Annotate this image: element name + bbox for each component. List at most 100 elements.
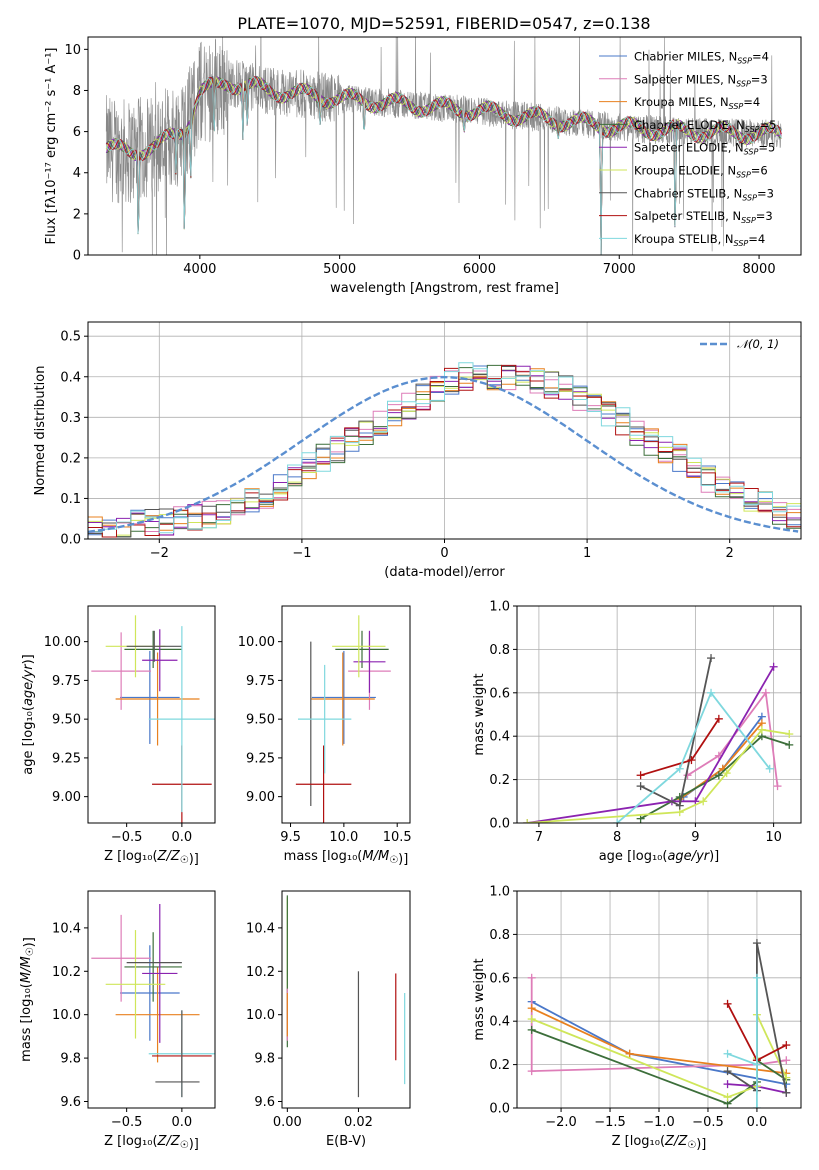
label-part: Z xyxy=(170,1134,181,1149)
x-tick-label: −0.5 xyxy=(692,1115,724,1130)
x-axis-label: Z [log₁₀(Z/Z☉)] xyxy=(612,1134,707,1152)
y-tick-label: 10.0 xyxy=(246,1008,275,1023)
plot-area xyxy=(295,615,391,823)
x-tick-label: 10.5 xyxy=(383,830,412,845)
panel-mass-vs-ebv: 0.00 0.02 9.6 9.8 10.0 10.2 10.4 E(B-V) xyxy=(246,890,411,1149)
label-part: / xyxy=(373,849,380,864)
legend-part: Salpeter MILES, N xyxy=(634,72,736,86)
x-tick-label: −0.5 xyxy=(111,1115,143,1130)
plot-area xyxy=(517,891,801,1108)
x-tick-label: −2 xyxy=(150,546,169,561)
axes-frame xyxy=(87,890,216,1109)
legend-label: Chabrier STELIB, NSSP=3 xyxy=(634,186,774,202)
label-part: Z [log₁₀( xyxy=(612,1134,665,1149)
x-tick-label: 0.0 xyxy=(172,1115,193,1130)
y-tick-label: 9.6 xyxy=(254,1095,275,1110)
legend-label: Chabrier ELODIE, NSSP=5 xyxy=(634,118,776,134)
x-tick-label: 8000 xyxy=(743,262,776,277)
x-tick-label: −1 xyxy=(292,546,311,561)
legend-part: Kroupa MILES, N xyxy=(634,95,729,109)
y-tick-label: 0.2 xyxy=(489,773,510,788)
legend-part: Salpeter ELODIE, N xyxy=(634,141,744,155)
y-tick-label: 10 xyxy=(64,43,81,58)
spectrum-model-salpeter-stelib xyxy=(106,76,782,255)
spectrum-data-line xyxy=(105,37,782,255)
legend-part: SSP xyxy=(736,79,751,88)
y-tick-label: 0.5 xyxy=(60,330,81,345)
label-part: ☉ xyxy=(25,947,36,956)
y-tick-label: 9.75 xyxy=(52,674,81,689)
series-line-kroupa-stelib xyxy=(727,977,758,1108)
legend-part: =5 xyxy=(760,118,777,132)
normal-curve xyxy=(88,376,799,534)
legend-label: Kroupa STELIB, NSSP=4 xyxy=(634,232,765,248)
label-part: M xyxy=(19,956,34,967)
x-tick-label: 6000 xyxy=(463,262,496,277)
x-tick-label: 7000 xyxy=(603,262,636,277)
x-tick-label: 4000 xyxy=(183,262,216,277)
x-axis-label: Z [log₁₀(Z/Z☉)] xyxy=(104,849,199,867)
y-axis-label: mass [log₁₀(M/M☉)] xyxy=(19,937,37,1062)
y-axis-label: mass weight xyxy=(472,673,487,755)
label-part: age xyxy=(667,849,691,864)
y-tick-label: 0.0 xyxy=(60,533,81,548)
label-part: mass [log₁₀( xyxy=(284,849,363,864)
series-line-chabrier-elodie xyxy=(640,735,790,820)
y-tick-label: 0.8 xyxy=(489,928,510,943)
label-part: / xyxy=(165,849,172,864)
panel-residuals: −2 −1 0 1 2 0.0 0.1 0.2 0.3 0.4 0.5 (data-model)/er… xyxy=(33,321,802,580)
y-tick-label: 2 xyxy=(73,207,81,222)
y-tick-label: 10.0 xyxy=(52,1008,81,1023)
y-tick-label: 10.00 xyxy=(44,635,81,650)
legend-part: SSP xyxy=(744,148,759,157)
y-tick-label: 9.00 xyxy=(246,790,275,805)
label-part: M xyxy=(362,849,373,864)
legend-label: Salpeter MILES, NSSP=3 xyxy=(634,72,768,88)
legend-label: Kroupa ELODIE, NSSP=6 xyxy=(634,164,768,180)
label-part: )] xyxy=(709,849,719,864)
x-tick-label: 0.0 xyxy=(747,1115,768,1130)
label-part: Z xyxy=(157,1134,168,1149)
x-tick-label: 1 xyxy=(583,546,591,561)
series-line-kroupa-elodie xyxy=(527,728,790,823)
axes-frame xyxy=(516,605,802,824)
y-axis-label: age [log₁₀(age/yr)] xyxy=(21,654,36,775)
label-part: / xyxy=(19,966,34,973)
label-part: M xyxy=(19,972,34,983)
y-tick-label: 9.00 xyxy=(52,790,81,805)
x-tick-label: 9 xyxy=(691,830,699,845)
y-tick-label: 9.6 xyxy=(60,1095,81,1110)
legend-label: Salpeter ELODIE, NSSP=5 xyxy=(634,141,775,157)
y-tick-label: 6 xyxy=(73,125,81,140)
label-part: ☉ xyxy=(180,855,189,866)
y-tick-label: 0.2 xyxy=(60,451,81,466)
x-tick-label: 0.00 xyxy=(273,1115,302,1130)
y-tick-label: 10.2 xyxy=(52,965,81,980)
y-tick-label: 0.4 xyxy=(489,1015,510,1030)
panel-spectrum: 4000 5000 6000 7000 8000 0 2 4 6 8 10 wavelength [A… xyxy=(44,36,802,296)
y-tick-label: 0.0 xyxy=(489,1102,510,1117)
legend-part: SSP xyxy=(737,57,752,66)
legend-part: Kroupa STELIB, N xyxy=(634,232,734,246)
y-tick-label: 0.4 xyxy=(60,370,81,385)
label-part: Z [log₁₀( xyxy=(104,1134,157,1149)
plot-area xyxy=(105,37,782,255)
legend-part: =5 xyxy=(758,141,775,155)
legend-part: SSP xyxy=(741,216,756,225)
axes-frame xyxy=(87,605,216,824)
y-tick-label: 10.00 xyxy=(238,635,275,650)
legend-part: SSP xyxy=(745,125,760,134)
spectrum-model-kroupa-stelib xyxy=(105,76,782,255)
panel-massweight-vs-z: −2.0 −1.5 −1.0 −0.5 0.0 0.0 0.2 0.4 0.6 0.8 1.0 Z [… xyxy=(472,885,802,1152)
x-axis-label: (data-model)/error xyxy=(384,565,505,580)
label-part: )] xyxy=(22,937,37,947)
legend-part: Chabrier STELIB, N xyxy=(634,186,742,200)
y-axis-label: Normed distribution xyxy=(33,366,48,496)
label-part: Z xyxy=(664,1134,675,1149)
legend-part: SSP xyxy=(734,239,749,248)
legend-part: =4 xyxy=(748,232,765,246)
y-tick-label: 9.25 xyxy=(52,751,81,766)
